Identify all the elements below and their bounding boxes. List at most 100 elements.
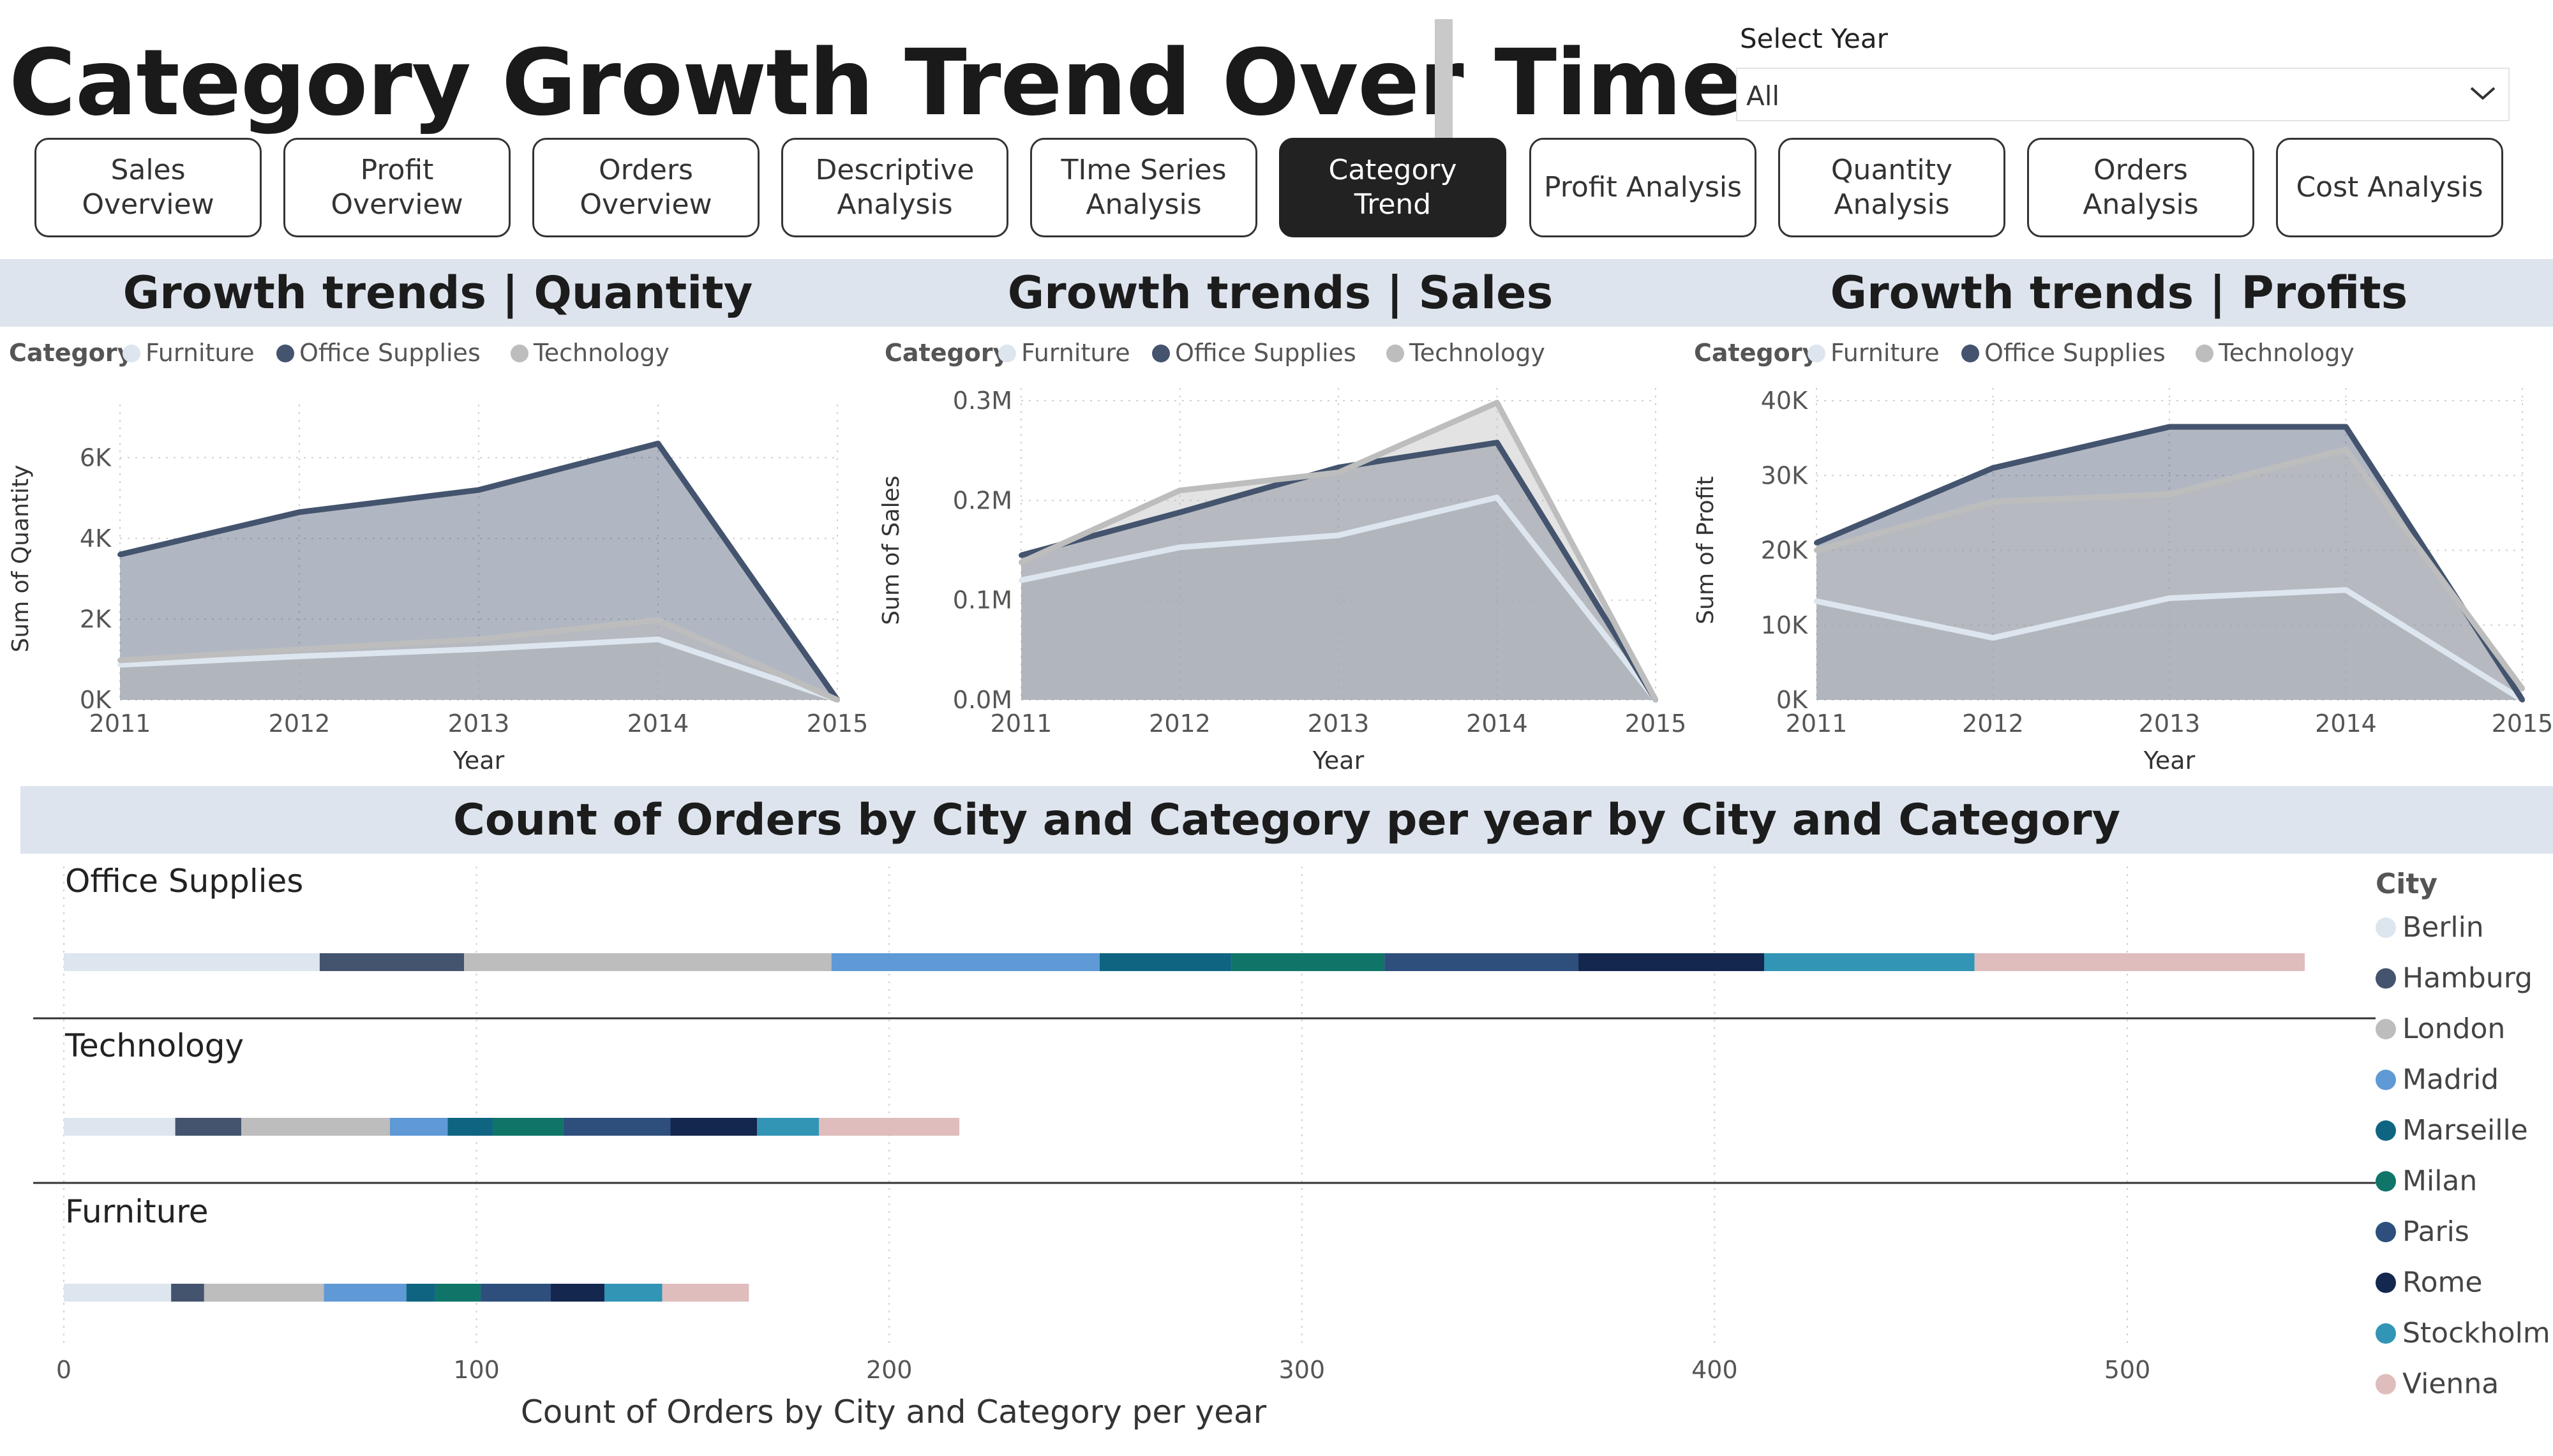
data-point-furniture[interactable]: [1177, 544, 1183, 550]
nav-button-time-series-analysis[interactable]: TIme Series Analysis: [1030, 138, 1257, 237]
legend-marker[interactable]: [511, 345, 528, 362]
data-point-furniture[interactable]: [1019, 577, 1024, 583]
legend-marker[interactable]: [2376, 917, 2396, 938]
legend-marker[interactable]: [2376, 1120, 2396, 1141]
bar-segment-berlin[interactable]: [64, 953, 320, 971]
legend-marker[interactable]: [2376, 1323, 2396, 1344]
data-point-furniture[interactable]: [655, 637, 661, 643]
legend-marker[interactable]: [1808, 345, 1825, 362]
data-point-office-supplies[interactable]: [1494, 440, 1500, 445]
bar-segment-marseille[interactable]: [1099, 953, 1232, 971]
legend-marker[interactable]: [1386, 345, 1404, 362]
bar-segment-paris[interactable]: [563, 1118, 671, 1136]
data-point-furniture[interactable]: [476, 646, 481, 652]
data-point-office-supplies[interactable]: [1177, 510, 1183, 516]
bar-segment-paris[interactable]: [481, 1284, 551, 1302]
sales-area-chart[interactable]: Category Furniture Office Supplies Technolo…: [876, 327, 1686, 786]
bar-segment-marseille[interactable]: [447, 1118, 493, 1136]
bar-segment-london[interactable]: [464, 953, 832, 971]
nav-button-descriptive-analysis[interactable]: Descriptive Analysis: [781, 138, 1008, 237]
bar-segment-madrid[interactable]: [389, 1118, 448, 1136]
bar-segment-marseille[interactable]: [406, 1284, 435, 1302]
year-slicer-dropdown[interactable]: All: [1736, 68, 2510, 121]
legend-marker[interactable]: [2376, 1272, 2396, 1293]
legend-marker[interactable]: [1961, 345, 1979, 362]
bar-segment-hamburg[interactable]: [171, 1284, 204, 1302]
quantity-area-chart[interactable]: Category Furniture Office Supplies Technolo…: [0, 327, 876, 786]
bar-segment-madrid[interactable]: [324, 1284, 407, 1302]
bar-segment-stockholm[interactable]: [604, 1284, 663, 1302]
data-point-technology[interactable]: [1019, 560, 1024, 565]
legend-marker[interactable]: [123, 345, 140, 362]
nav-button-cost-analysis[interactable]: Cost Analysis: [2276, 138, 2503, 237]
legend-marker[interactable]: [2376, 1069, 2396, 1090]
nav-button-quantity-analysis[interactable]: Quantity Analysis: [1778, 138, 2005, 237]
data-point-technology[interactable]: [655, 617, 661, 623]
bar-segment-stockholm[interactable]: [1763, 953, 1975, 971]
nav-button-orders-overview[interactable]: Orders Overview: [532, 138, 760, 237]
data-point-office-supplies[interactable]: [1336, 464, 1341, 470]
bar-segment-hamburg[interactable]: [319, 953, 465, 971]
bar-segment-berlin[interactable]: [64, 1284, 172, 1302]
nav-button-profit-analysis[interactable]: Profit Analysis: [1529, 138, 1756, 237]
legend-marker[interactable]: [2376, 1019, 2396, 1039]
data-point-office-supplies[interactable]: [1019, 553, 1024, 558]
legend-marker[interactable]: [2376, 1222, 2396, 1242]
nav-button-category-trend[interactable]: Category Trend: [1279, 138, 1506, 237]
data-point-office-supplies[interactable]: [1990, 465, 1996, 471]
data-point-technology[interactable]: [297, 646, 302, 652]
bar-segment-rome[interactable]: [1578, 953, 1764, 971]
bar-segment-madrid[interactable]: [831, 953, 1100, 971]
bar-segment-vienna[interactable]: [662, 1284, 749, 1302]
legend-marker[interactable]: [2376, 968, 2396, 989]
data-point-furniture[interactable]: [1814, 598, 1819, 604]
bar-segment-milan[interactable]: [435, 1284, 481, 1302]
data-point-furniture[interactable]: [1494, 494, 1500, 500]
data-point-office-supplies[interactable]: [476, 487, 481, 493]
legend-marker[interactable]: [276, 345, 294, 362]
data-point-technology[interactable]: [2343, 447, 2349, 452]
nav-button-orders-analysis[interactable]: Orders Analysis: [2027, 138, 2254, 237]
data-point-furniture[interactable]: [2343, 587, 2349, 593]
data-point-furniture[interactable]: [117, 662, 123, 667]
bar-segment-vienna[interactable]: [819, 1118, 960, 1136]
data-point-technology[interactable]: [835, 697, 840, 702]
data-point-office-supplies[interactable]: [2167, 424, 2172, 430]
data-point-office-supplies[interactable]: [2343, 424, 2349, 430]
bar-segment-rome[interactable]: [550, 1284, 605, 1302]
chevron-down-icon[interactable]: [2466, 77, 2499, 110]
data-point-office-supplies[interactable]: [1814, 540, 1819, 546]
nav-button-profit-overview[interactable]: Profit Overview: [283, 138, 511, 237]
data-point-furniture[interactable]: [1990, 635, 1996, 641]
data-point-furniture[interactable]: [297, 653, 302, 659]
data-point-office-supplies[interactable]: [655, 441, 661, 447]
legend-marker[interactable]: [2376, 1374, 2396, 1395]
bar-segment-berlin[interactable]: [64, 1118, 176, 1136]
data-point-technology[interactable]: [117, 657, 123, 663]
data-point-office-supplies[interactable]: [117, 552, 123, 558]
bar-segment-rome[interactable]: [670, 1118, 758, 1136]
data-point-technology[interactable]: [1814, 547, 1819, 553]
legend-marker[interactable]: [998, 345, 1016, 362]
bar-segment-stockholm[interactable]: [757, 1118, 820, 1136]
bar-segment-paris[interactable]: [1384, 953, 1579, 971]
data-point-technology[interactable]: [1336, 470, 1341, 475]
data-point-technology[interactable]: [1177, 487, 1183, 493]
legend-marker[interactable]: [2196, 345, 2213, 362]
bar-segment-vienna[interactable]: [1974, 953, 2305, 971]
data-point-technology[interactable]: [1653, 697, 1658, 702]
data-point-technology[interactable]: [2167, 491, 2172, 497]
profits-area-chart[interactable]: Category Furniture Office Supplies Technolo…: [1685, 327, 2553, 786]
data-point-technology[interactable]: [1494, 400, 1500, 406]
nav-button-sales-overview[interactable]: Sales Overview: [34, 138, 262, 237]
bar-segment-hamburg[interactable]: [175, 1118, 242, 1136]
data-point-office-supplies[interactable]: [297, 509, 302, 515]
data-point-technology[interactable]: [1990, 499, 1996, 505]
data-point-technology[interactable]: [2520, 686, 2525, 692]
orders-stacked-bar-chart[interactable]: 0 100 200 300 400 500 Office Supplies Technolog…: [0, 854, 2553, 1456]
legend-marker[interactable]: [1152, 345, 1170, 362]
bar-segment-london[interactable]: [241, 1118, 390, 1136]
data-point-technology[interactable]: [476, 637, 481, 643]
legend-marker[interactable]: [2376, 1171, 2396, 1192]
data-point-furniture[interactable]: [2167, 595, 2172, 601]
